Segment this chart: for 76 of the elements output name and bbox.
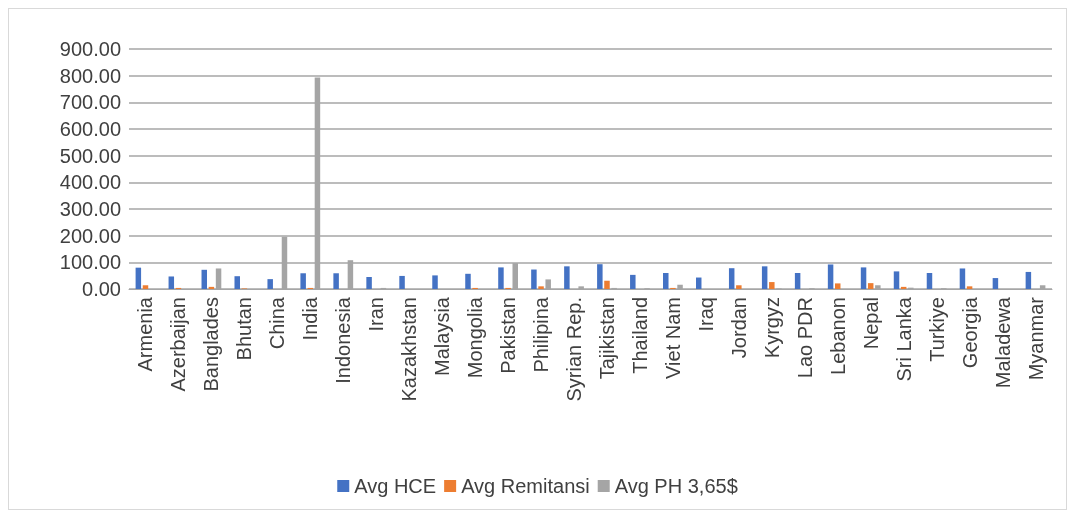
x-tick-label: Turkiye xyxy=(925,297,948,362)
bar xyxy=(926,273,933,289)
bar xyxy=(761,266,768,289)
legend-label: Avg Remitansi xyxy=(461,475,590,497)
bar xyxy=(465,273,471,289)
y-tick-label: 700.00 xyxy=(59,91,121,114)
x-tick-label: Mongolia xyxy=(464,296,487,379)
y-tick-label: 300.00 xyxy=(59,198,121,220)
x-tick-label: Lebanon xyxy=(826,297,849,375)
bar xyxy=(498,267,504,289)
x-tick-label: Malaysia xyxy=(431,296,454,376)
x-tick-label: Kyrgyz xyxy=(760,297,783,359)
x-tick-label: Azerbaijan xyxy=(167,297,190,392)
bar xyxy=(827,264,834,289)
bar xyxy=(267,279,273,289)
bar xyxy=(794,273,801,289)
legend-label: Avg HCE xyxy=(354,475,437,497)
x-tick-label: Iraq xyxy=(694,297,717,332)
x-tick-label: Philipina xyxy=(530,296,553,373)
x-tick-label: Tajikistan xyxy=(595,297,618,380)
bar xyxy=(135,267,142,289)
y-tick-label: 100.00 xyxy=(59,251,121,274)
x-tick-label: Viet Nam xyxy=(661,297,684,379)
bar xyxy=(597,264,603,289)
y-tick-label: 0.00 xyxy=(82,278,121,300)
x-tick-label: Pakistan xyxy=(497,297,520,374)
bar xyxy=(333,273,339,289)
y-tick-label: 200.00 xyxy=(59,224,121,247)
bar xyxy=(663,273,669,289)
y-tick-label: 600.00 xyxy=(59,118,121,140)
x-tick-label: India xyxy=(299,296,322,341)
bar xyxy=(168,276,175,289)
bar xyxy=(966,286,973,289)
bar xyxy=(538,286,544,289)
bar xyxy=(531,269,537,289)
bar xyxy=(399,275,405,289)
x-tick-label: Armenia xyxy=(134,296,157,372)
bar xyxy=(834,283,841,289)
x-tick-label: China xyxy=(266,296,289,350)
bar xyxy=(564,266,570,289)
bar xyxy=(300,273,306,289)
bar xyxy=(728,268,735,289)
x-tick-label: Banglades xyxy=(200,297,223,392)
bar xyxy=(860,267,867,289)
x-tick-label: Nepal xyxy=(859,297,882,350)
bar xyxy=(630,274,636,289)
x-tick-label: Maladewa xyxy=(991,296,1014,389)
bar xyxy=(1025,271,1032,289)
x-tick-label: Syrian Rep. xyxy=(563,297,586,402)
bar xyxy=(992,278,999,289)
legend-label: Avg PH 3,65$ xyxy=(614,475,738,497)
x-tick-label: Bhutan xyxy=(233,297,256,361)
x-tick-label: Thailand xyxy=(628,297,651,374)
x-tick-label: Lao PDR xyxy=(793,297,816,379)
x-tick-label: Sri Lanka xyxy=(892,296,915,382)
bar xyxy=(736,285,742,289)
x-tick-label: Georgia xyxy=(958,296,981,369)
bar xyxy=(604,280,610,289)
bar xyxy=(142,285,149,289)
bar xyxy=(201,269,208,289)
bar xyxy=(432,275,438,289)
y-tick-label: 400.00 xyxy=(59,171,121,194)
bar xyxy=(959,268,966,289)
x-tick-label: Myanmar xyxy=(1024,296,1047,381)
y-tick-label: 500.00 xyxy=(59,144,121,167)
x-tick-label: Kazakhstan xyxy=(398,297,421,402)
x-tick-label: Indonesia xyxy=(332,296,355,384)
bar xyxy=(366,277,372,289)
bar xyxy=(867,283,874,289)
bar xyxy=(769,282,775,289)
y-tick-label: 800.00 xyxy=(59,64,121,87)
x-tick-label: Jordan xyxy=(727,297,750,359)
x-tick-label: Iran xyxy=(365,297,388,332)
bar xyxy=(234,276,240,289)
y-tick-label: 900.00 xyxy=(59,38,121,60)
bar xyxy=(893,271,900,289)
